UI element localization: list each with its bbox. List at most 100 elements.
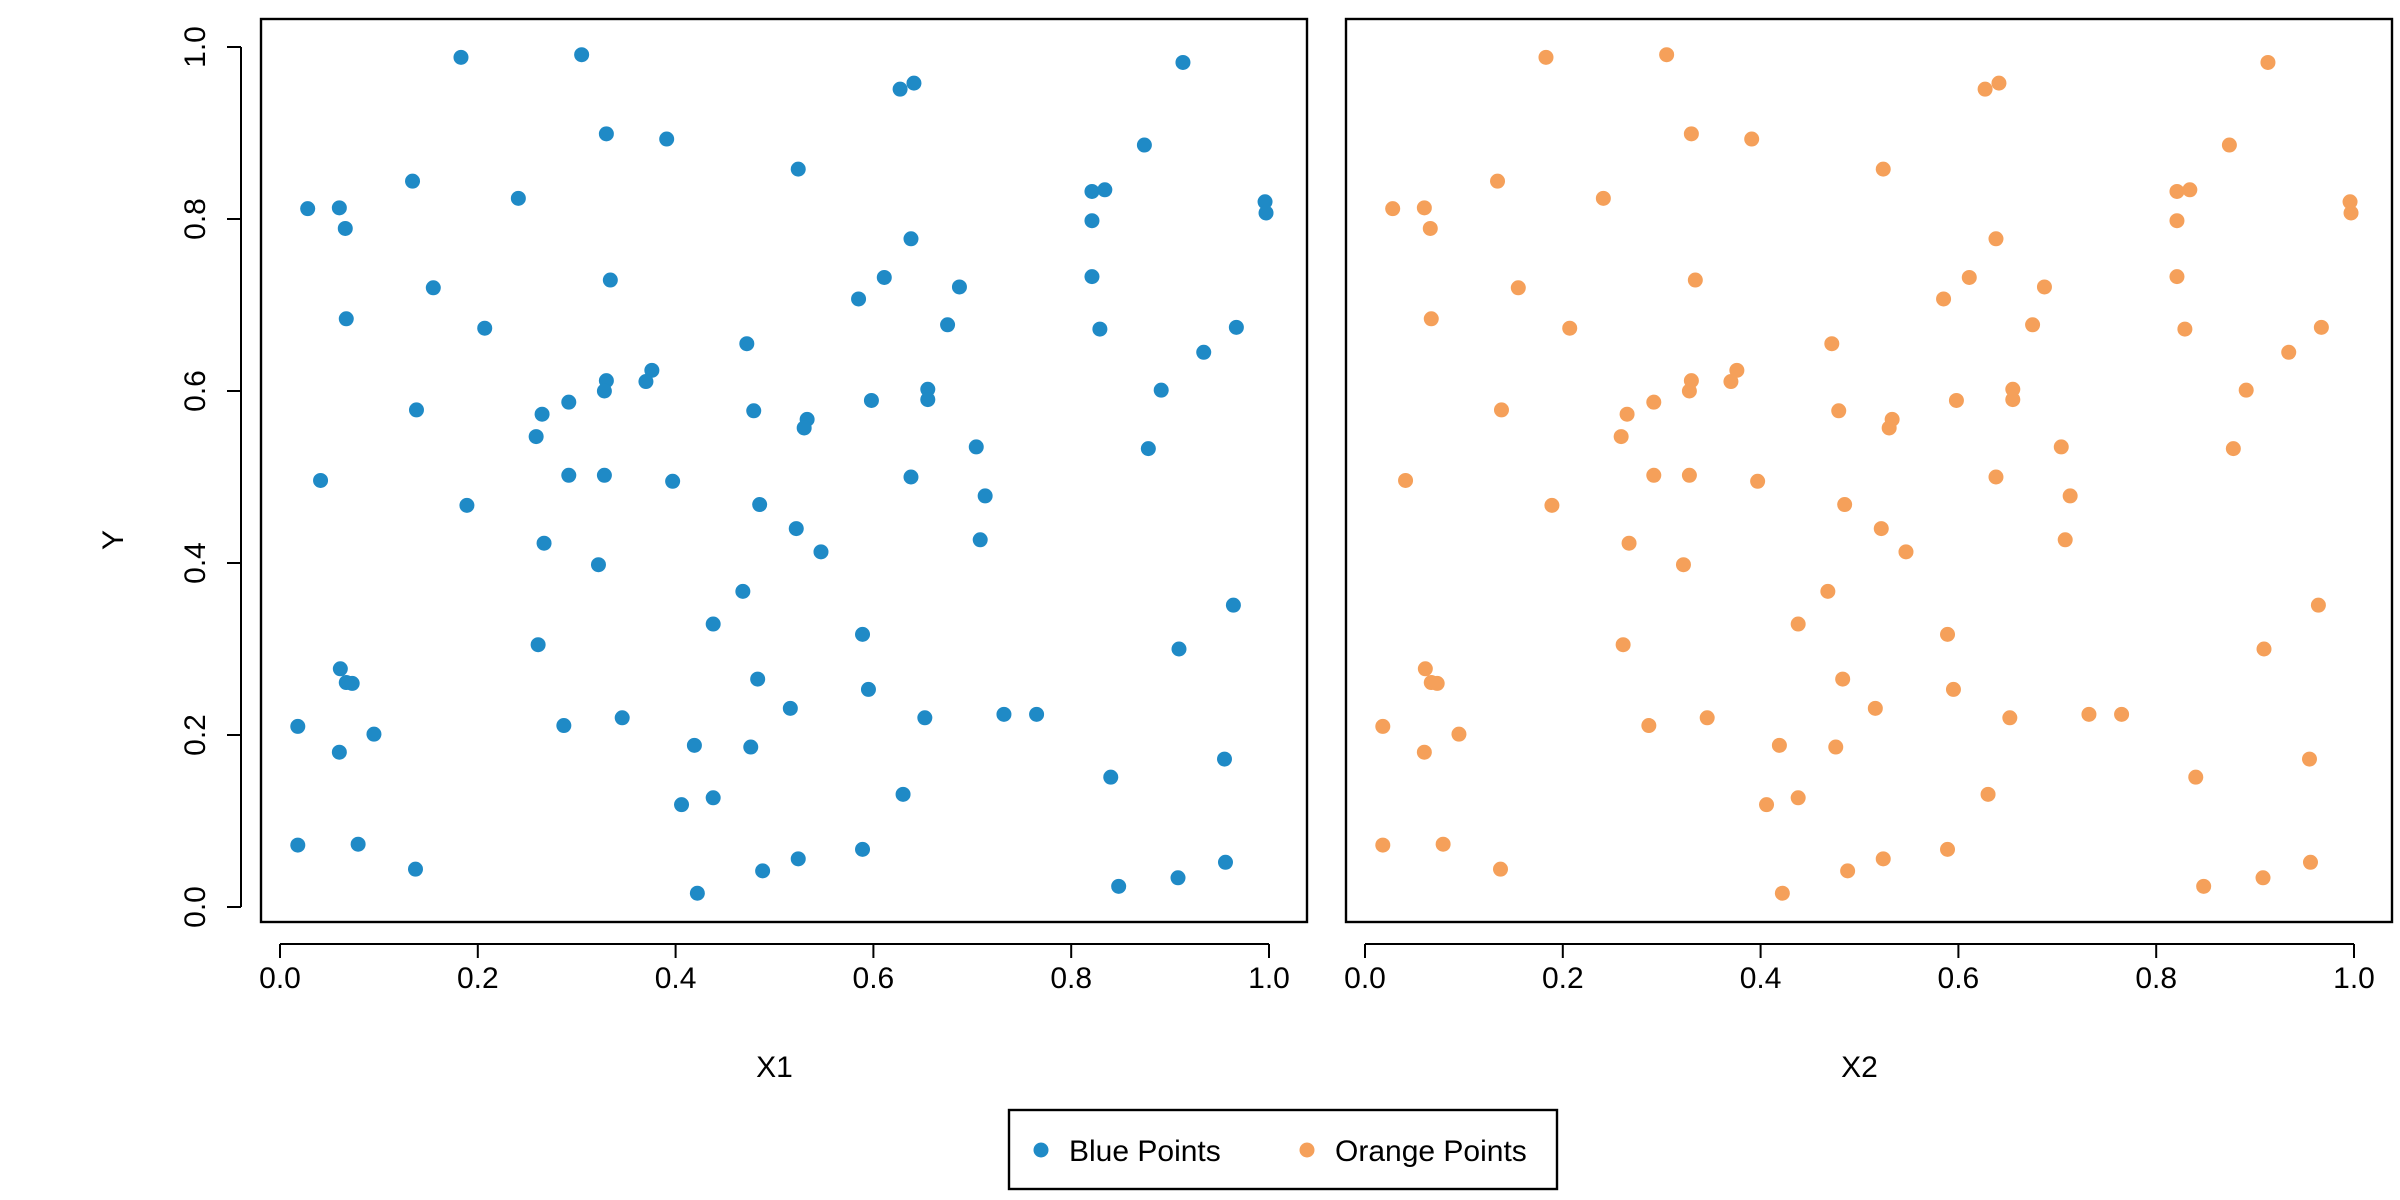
data-point [1790,790,1806,806]
data-point [1621,535,1637,551]
data-point [2256,641,2272,657]
data-point [1988,469,2004,485]
data-point [2302,854,2318,870]
legend-marker [1299,1142,1315,1158]
data-point [528,429,544,445]
data-point [337,220,353,236]
data-point [1435,836,1451,852]
data-point [2005,392,2021,408]
data-point [408,402,424,418]
data-point [743,739,759,755]
data-point [1744,131,1760,147]
data-point [459,497,475,513]
x-tick-label: 0.2 [457,962,499,995]
data-point [906,75,922,91]
data-point [590,557,606,573]
data-point [536,535,552,551]
data-point [863,392,879,408]
data-point [1875,851,1891,867]
data-point [2169,183,2185,199]
data-point [746,403,762,419]
data-point [425,280,441,296]
data-point [596,467,612,483]
panels-layer: 0.0 0.2 0.4 0.6 0.8 1.0X10.00.20.40.60.81.00.… [179,17,2394,1084]
data-point [1492,861,1508,877]
data-point [1451,726,1467,742]
data-point [2313,319,2329,335]
data-point [686,737,702,753]
data-point [1687,272,1703,288]
data-point [598,126,614,142]
data-point [1790,616,1806,632]
data-point [1613,429,1629,445]
data-point [892,81,908,97]
data-point [851,291,867,307]
data-point [1875,161,1891,177]
data-point [407,861,423,877]
legend-label: Blue Points [1069,1135,1221,1168]
data-point [1423,311,1439,327]
data-point [1422,220,1438,236]
data-point [2081,706,2097,722]
data-point [290,837,306,853]
data-point [2196,878,2212,894]
data-point [674,797,690,813]
plot-frame [1344,17,2394,924]
x-tick-label: 0.0 [259,962,301,995]
data-point [903,231,919,247]
y-tick-label: 0.2 [179,714,212,756]
data-point [530,637,546,653]
data-point [1538,49,1554,65]
legend-box [1007,1108,1559,1191]
data-point [1175,54,1191,70]
x-tick-label: 0.8 [1050,962,1092,995]
data-point [1170,870,1186,886]
data-point [790,161,806,177]
data-point [1375,837,1391,853]
data-point [602,272,618,288]
data-point [596,383,612,399]
data-point [1140,441,1156,457]
data-point [917,710,933,726]
data-point [1771,737,1787,753]
x-tick-label: 1.0 [2333,962,2375,995]
data-point [1729,362,1745,378]
data-point [1774,885,1790,901]
y-axis-title: Y [97,530,130,550]
y-tick-label: 0.8 [179,198,212,240]
data-point [1084,269,1100,285]
data-point [920,381,936,397]
data-point [290,718,306,734]
data-point [1092,321,1108,337]
data-point [1619,406,1635,422]
data-point [2343,205,2359,221]
data-point [996,706,1012,722]
data-point [790,851,806,867]
y-tick-label: 0.0 [179,886,212,928]
data-point [920,392,936,408]
data-point [788,521,804,537]
data-point [561,467,577,483]
data-point [1867,700,1883,716]
data-point [1216,751,1232,767]
data-point [1831,403,1847,419]
data-point [1699,710,1715,726]
data-point [735,583,751,599]
data-point [1683,126,1699,142]
data-point [1977,81,1993,97]
data-point [1257,194,1273,210]
legend-marker [1033,1142,1049,1158]
data-point [338,311,354,327]
data-point [1416,744,1432,760]
x-tick-label: 0.6 [1938,962,1980,995]
data-point [705,790,721,806]
data-point [2238,382,2254,398]
data-point [940,317,956,333]
data-point [1835,671,1851,687]
data-point [2005,381,2021,397]
data-point [2225,441,2241,457]
data-point [614,710,630,726]
data-point [1490,173,1506,189]
data-point [895,786,911,802]
